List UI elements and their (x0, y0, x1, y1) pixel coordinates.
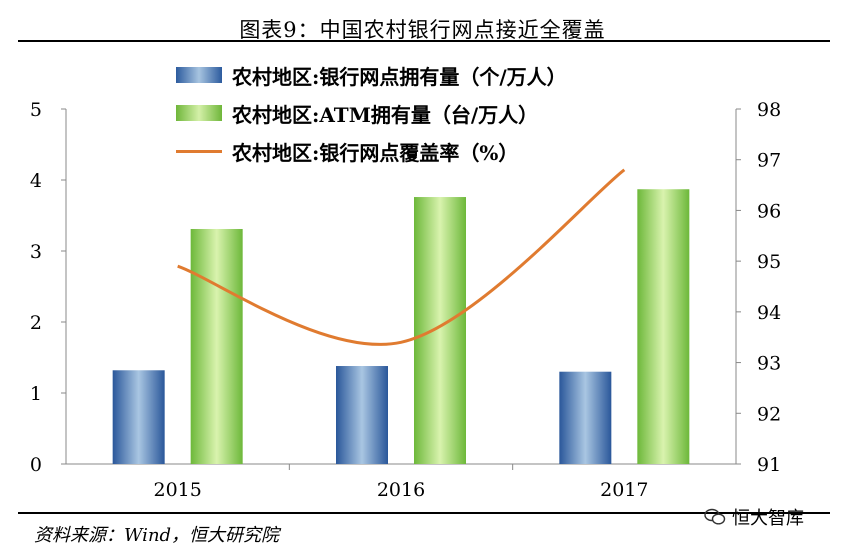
brand-watermark: 恒大智库 (704, 504, 804, 530)
line-coverage (177, 168, 626, 346)
bar-branches (336, 366, 388, 464)
legend-label-branches: 农村地区:银行网点拥有量（个/万人） (232, 64, 567, 89)
bar-atm (637, 189, 690, 465)
y-right-tick-label: 97 (757, 150, 781, 172)
legend-swatch-branches (176, 67, 222, 83)
x-tick-label: 2015 (153, 479, 201, 501)
y-right-tick-label: 93 (757, 353, 781, 375)
legend: 农村地区:银行网点拥有量（个/万人） 农村地区:ATM拥有量（台/万人） 农村地… (176, 56, 567, 170)
wechat-icon (704, 508, 726, 525)
y-left-tick-label: 5 (30, 99, 42, 121)
legend-swatch-atm (176, 105, 222, 121)
legend-label-atm: 农村地区:ATM拥有量（台/万人） (232, 102, 539, 127)
y-right-tick-label: 91 (757, 454, 781, 476)
y-right-tick-label: 92 (757, 403, 781, 425)
y-left-tick-label: 4 (30, 170, 42, 192)
legend-item-coverage: 农村地区:银行网点覆盖率（%） (176, 132, 567, 170)
legend-swatch-coverage (176, 149, 222, 153)
brand-label: 恒大智库 (732, 508, 804, 529)
y-left-tick-label: 0 (30, 454, 42, 476)
y-left-tick-label: 1 (30, 383, 42, 405)
bar-atm (190, 228, 243, 464)
y-right-tick-label: 94 (757, 302, 781, 324)
bar-atm (414, 197, 466, 465)
source-note: 资料来源：Wind，恒大研究院 (34, 525, 280, 546)
y-left-tick-label: 2 (30, 312, 42, 334)
y-right-tick-label: 96 (757, 200, 781, 222)
top-rule (18, 40, 830, 42)
bar-branches (112, 370, 165, 464)
y-left-tick-label: 3 (30, 241, 42, 263)
legend-label-coverage: 农村地区:银行网点覆盖率（%） (232, 140, 519, 165)
x-tick-label: 2016 (377, 479, 425, 501)
bottom-rule (18, 512, 830, 514)
bar-branches (559, 371, 612, 464)
legend-item-atm: 农村地区:ATM拥有量（台/万人） (176, 94, 567, 132)
legend-item-branches: 农村地区:银行网点拥有量（个/万人） (176, 56, 567, 94)
y-right-tick-label: 98 (757, 99, 781, 121)
x-tick-label: 2017 (600, 479, 648, 501)
y-right-tick-label: 95 (757, 251, 781, 273)
chart-title: 图表9：中国农村银行网点接近全覆盖 (239, 18, 606, 42)
